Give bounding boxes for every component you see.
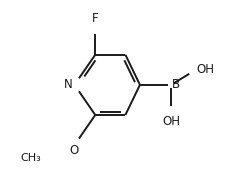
Text: CH₃: CH₃: [20, 153, 41, 163]
Text: OH: OH: [196, 63, 214, 76]
Text: F: F: [92, 12, 98, 25]
Text: B: B: [171, 78, 180, 91]
Text: O: O: [70, 144, 79, 157]
Text: N: N: [64, 78, 73, 91]
Text: OH: OH: [161, 115, 179, 128]
